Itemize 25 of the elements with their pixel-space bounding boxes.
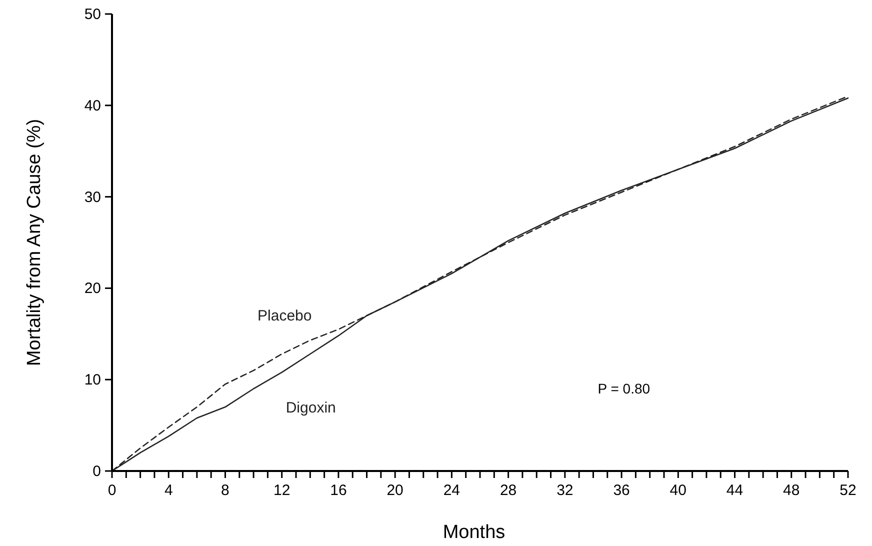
y-axis-title: Mortality from Any Cause (%) bbox=[24, 118, 45, 366]
x-tick-label: 52 bbox=[840, 482, 856, 499]
x-tick-label: 36 bbox=[613, 482, 630, 499]
x-tick-label: 20 bbox=[386, 482, 404, 499]
x-tick-label: 8 bbox=[221, 482, 230, 499]
series-label: Placebo bbox=[258, 307, 312, 324]
x-tick-label: 44 bbox=[726, 482, 744, 499]
x-tick-label: 32 bbox=[556, 482, 574, 499]
y-tick-label: 20 bbox=[84, 280, 101, 298]
y-tick-label: 50 bbox=[84, 6, 101, 23]
y-tick-label: 0 bbox=[92, 463, 101, 480]
y-tick-label: 10 bbox=[84, 372, 101, 389]
y-tick-label: 40 bbox=[84, 97, 101, 114]
x-tick-label: 40 bbox=[670, 482, 686, 499]
x-tick-label: 24 bbox=[443, 482, 460, 499]
x-tick-label: 0 bbox=[108, 482, 116, 499]
x-tick-label: 4 bbox=[164, 482, 173, 499]
series-label: Digoxin bbox=[286, 399, 336, 416]
x-tick-label: 48 bbox=[783, 482, 800, 499]
y-tick-label: 30 bbox=[84, 188, 101, 206]
x-axis-title: Months bbox=[442, 522, 506, 543]
x-tick-label: 12 bbox=[274, 482, 290, 499]
x-tick-label: 28 bbox=[500, 482, 517, 499]
annotation: P = 0.80 bbox=[598, 380, 650, 396]
x-tick-label: 16 bbox=[330, 482, 347, 499]
